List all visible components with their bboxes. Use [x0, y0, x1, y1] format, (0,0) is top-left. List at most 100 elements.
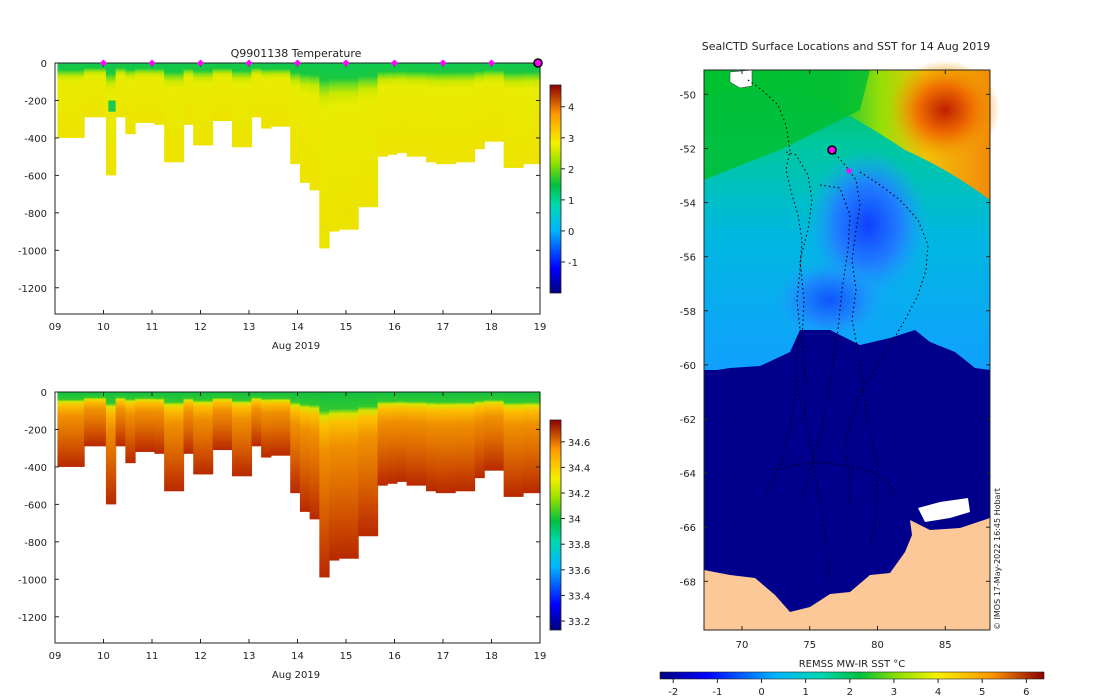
x-tick-label: 18 [485, 651, 498, 662]
profile-column [135, 392, 146, 452]
profile-column [367, 63, 379, 208]
profile-column [426, 392, 437, 492]
colorbar-tick-label: 4 [568, 103, 574, 114]
x-tick-label: 12 [194, 322, 207, 333]
y-tick-label: 0 [41, 59, 47, 70]
profile-column [367, 392, 379, 537]
profile-column [290, 392, 301, 494]
profile-marker [100, 59, 107, 67]
colorbar-tick-label: 1 [568, 196, 574, 207]
profile-column [464, 392, 476, 492]
profile-column [241, 392, 253, 477]
profile-column [71, 63, 85, 138]
current-position-marker [827, 145, 837, 155]
sst-colorbar-tick-label: 5 [979, 687, 985, 698]
profile-column [503, 392, 514, 497]
profile-marker [439, 59, 447, 67]
profile-column [251, 392, 262, 447]
profile-marker [197, 59, 204, 67]
colorbar-tick-label: 34.4 [568, 463, 590, 474]
profile-column [464, 63, 476, 163]
profile-column [193, 392, 204, 475]
y-tick-label: -1200 [18, 613, 47, 624]
lat-tick-label: -62 [680, 415, 696, 426]
profile-column [523, 63, 534, 165]
lat-tick-label: -52 [680, 144, 696, 155]
profile-column [532, 63, 541, 165]
x-tick-label: 13 [243, 651, 256, 662]
colorbar-tick-label: 33.8 [568, 540, 590, 551]
profile-column [455, 63, 466, 163]
profile-column [445, 392, 456, 494]
colorbar-tick-label: 33.6 [568, 566, 590, 577]
colorbar-tick-label: 34 [568, 515, 581, 526]
profile-column [309, 63, 320, 191]
profile-column [173, 392, 185, 492]
y-tick-label: -400 [24, 463, 47, 474]
temperature-profile-markers [100, 58, 543, 68]
profile-column [261, 392, 272, 458]
profile-column [406, 63, 417, 157]
y-tick-label: -200 [24, 425, 47, 436]
temperature-colorbar-ticks: 4 3 2 1 0 -1 [561, 103, 578, 269]
profile-column [513, 392, 524, 497]
profile-column [144, 63, 156, 123]
profile-column [309, 392, 320, 520]
profile-column [164, 392, 175, 492]
profile-column [183, 392, 194, 454]
temperature-profile-columns [57, 63, 541, 249]
profile-column [426, 63, 437, 163]
y-tick-label: -1200 [18, 284, 47, 295]
lat-tick-label: -54 [680, 199, 696, 210]
profile-column [105, 63, 117, 176]
lat-tick-label: -56 [680, 253, 696, 264]
profile-marker [148, 59, 156, 67]
sst-colorbar-tick-label: 6 [1023, 687, 1029, 698]
profile-column [135, 63, 146, 123]
colorbar-tick-label: 3 [568, 134, 574, 145]
temperature-y-axis: 0 -200 -400 -600 -800 -1000 -1200 [18, 59, 540, 295]
profile-column [493, 63, 505, 142]
profile-marker [294, 59, 301, 67]
profile-column [348, 63, 359, 230]
profile-column [241, 63, 253, 148]
sst-colorbar-tick-label: 3 [891, 687, 897, 698]
profile-column [329, 392, 340, 561]
profile-column [270, 392, 282, 456]
lon-tick-label: 80 [871, 640, 884, 651]
x-tick-label: 16 [388, 322, 401, 333]
x-tick-label: 17 [437, 651, 450, 662]
profile-column [387, 392, 398, 484]
colorbar-tick-label: 34.2 [568, 489, 590, 500]
y-tick-label: -1000 [18, 575, 47, 586]
temperature-x-axis: 09 10 11 12 13 14 15 16 17 18 19 [49, 63, 546, 333]
sst-colorbar [659, 671, 1045, 680]
profile-column [105, 392, 117, 505]
sst-colorbar-tick-label: -2 [668, 687, 678, 698]
profile-column [280, 63, 291, 127]
profile-column [484, 392, 495, 471]
profile-column [222, 392, 233, 451]
profile-column [193, 63, 204, 146]
profile-column [319, 63, 330, 249]
x-tick-label: 09 [49, 322, 62, 333]
map-title: SealCTD Surface Locations and SST for 14… [702, 40, 991, 53]
profile-marker [245, 59, 253, 67]
x-tick-label: 17 [437, 322, 450, 333]
sst-colorbar-tick-label: -1 [712, 687, 722, 698]
profile-column [396, 392, 408, 482]
lon-tick-label: 75 [803, 640, 816, 651]
profile-column [115, 392, 126, 447]
profile-column [251, 63, 262, 118]
profile-column [173, 63, 185, 163]
profile-column [532, 392, 541, 494]
lat-tick-label: -66 [680, 523, 696, 534]
salinity-colorbar [549, 419, 562, 631]
profile-column [232, 392, 243, 477]
profile-column [348, 392, 359, 559]
y-tick-label: -800 [24, 209, 47, 220]
x-tick-label: 16 [388, 651, 401, 662]
y-tick-label: -800 [24, 538, 47, 549]
x-tick-label: 11 [146, 651, 159, 662]
profile-column [503, 63, 514, 168]
